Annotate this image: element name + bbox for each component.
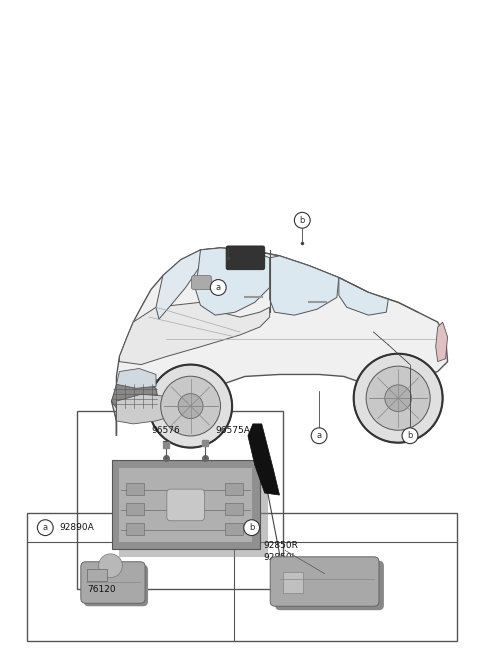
Text: 92850R: 92850R (264, 541, 299, 551)
Text: b: b (300, 215, 305, 225)
FancyBboxPatch shape (167, 489, 204, 521)
Bar (126, 503, 144, 515)
FancyBboxPatch shape (226, 246, 264, 269)
Polygon shape (270, 256, 339, 315)
Text: 96575A: 96575A (216, 426, 250, 435)
Circle shape (402, 428, 418, 443)
Text: 92800Z: 92800Z (161, 396, 201, 406)
Bar (225, 503, 243, 515)
Polygon shape (117, 369, 156, 388)
Circle shape (244, 520, 260, 535)
Polygon shape (156, 250, 201, 319)
Polygon shape (339, 278, 388, 315)
Text: b: b (249, 523, 254, 532)
Text: 92890A: 92890A (59, 523, 94, 532)
FancyBboxPatch shape (275, 561, 384, 610)
FancyBboxPatch shape (192, 276, 211, 290)
Circle shape (37, 520, 53, 535)
Circle shape (161, 376, 220, 436)
Bar (283, 572, 303, 593)
Text: 96576: 96576 (152, 426, 180, 435)
Text: 76120: 76120 (87, 585, 115, 594)
FancyBboxPatch shape (270, 557, 379, 606)
Text: a: a (316, 431, 322, 440)
Circle shape (98, 554, 122, 578)
Circle shape (294, 212, 310, 228)
Circle shape (366, 366, 430, 430)
Circle shape (149, 365, 232, 447)
Text: a: a (216, 283, 221, 292)
Bar (27, 513, 457, 641)
Polygon shape (111, 378, 159, 414)
Bar (225, 523, 243, 535)
Bar (225, 483, 243, 495)
Bar (126, 483, 144, 495)
Polygon shape (111, 461, 260, 549)
Polygon shape (248, 424, 279, 495)
Polygon shape (117, 394, 176, 424)
FancyBboxPatch shape (84, 565, 148, 606)
Text: a: a (43, 523, 48, 532)
Circle shape (311, 428, 327, 443)
Polygon shape (436, 322, 447, 361)
Circle shape (354, 353, 443, 443)
Polygon shape (120, 468, 252, 541)
Polygon shape (120, 302, 270, 365)
Circle shape (210, 280, 226, 296)
Text: 92850L: 92850L (264, 553, 297, 562)
Polygon shape (195, 248, 270, 315)
Bar (126, 523, 144, 535)
Circle shape (385, 385, 411, 411)
Circle shape (178, 394, 203, 419)
Text: b: b (408, 431, 413, 440)
Polygon shape (111, 248, 447, 436)
Bar (77, 411, 283, 589)
Bar (87, 569, 107, 581)
Polygon shape (120, 468, 268, 557)
FancyBboxPatch shape (81, 562, 145, 603)
